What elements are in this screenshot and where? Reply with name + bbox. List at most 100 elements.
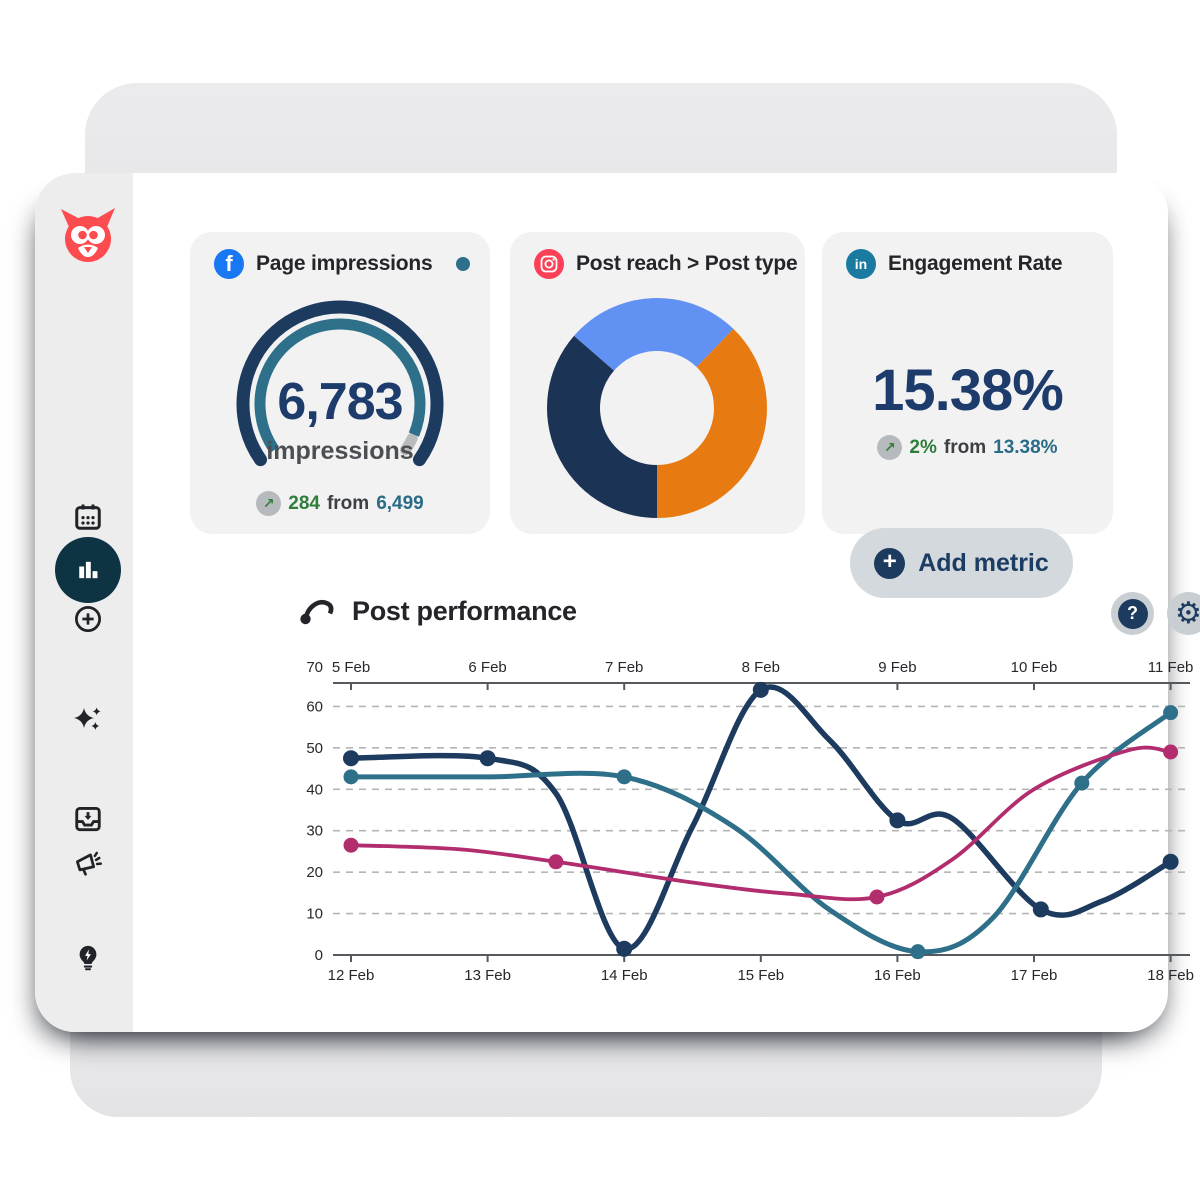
card-title: Page impressions <box>256 252 433 275</box>
series-line-teal <box>350 710 1173 955</box>
svg-text:6 Feb: 6 Feb <box>468 659 506 676</box>
data-point-navy <box>343 750 359 767</box>
sidebar <box>35 173 133 1032</box>
sidebar-item-inbox[interactable] <box>60 791 116 847</box>
series-indicator-dot <box>456 257 470 271</box>
post-performance-header: Post performance <box>298 593 577 629</box>
data-point-teal <box>910 944 926 960</box>
trend-up-icon: ↗ <box>256 491 282 516</box>
hootsuite-logo[interactable] <box>55 203 121 265</box>
gauge-chart <box>236 300 444 467</box>
svg-text:15 Feb: 15 Feb <box>737 967 784 984</box>
section-title: Post performance <box>352 595 577 626</box>
linkedin-icon: in <box>846 249 876 279</box>
sidebar-item-analytics[interactable] <box>55 537 121 603</box>
gauge-progress <box>254 318 426 454</box>
donut-segment-orange <box>657 328 767 518</box>
svg-text:11 Feb: 11 Feb <box>1148 659 1194 676</box>
sidebar-item-ideas[interactable] <box>60 929 116 985</box>
svg-text:0: 0 <box>315 947 323 964</box>
delta-change: 284 <box>288 492 320 514</box>
svg-text:16 Feb: 16 Feb <box>874 967 921 984</box>
data-point-teal <box>1074 775 1090 791</box>
plus-icon: + <box>874 547 906 579</box>
add-metric-label: Add metric <box>918 548 1049 577</box>
svg-text:7 Feb: 7 Feb <box>605 659 643 676</box>
metric-card-post-reach[interactable]: Post reach > Post type <box>510 232 805 534</box>
card-header: f Page impressions <box>214 249 470 279</box>
donut-segment-blue <box>573 298 734 371</box>
instagram-icon <box>534 249 564 279</box>
card-title: Post reach > Post type <box>576 252 798 275</box>
svg-text:50: 50 <box>306 740 323 757</box>
y-axis-labels: 70 60 50 40 30 20 10 0 <box>306 659 323 964</box>
donut-chart <box>547 298 767 518</box>
donut-segment-navy <box>547 335 657 518</box>
sidebar-item-ai[interactable] <box>60 692 116 748</box>
svg-text:9 Feb: 9 Feb <box>878 659 916 676</box>
delta-row: ↗ 284 from 6,499 <box>190 491 490 516</box>
data-point-navy <box>752 681 769 698</box>
sparkles-icon <box>74 707 101 730</box>
sidebar-item-calendar[interactable] <box>60 489 116 545</box>
app-window: f Page impressions 6,783 impressions ↗ 2… <box>35 173 1200 1032</box>
data-point-magenta <box>869 889 885 905</box>
svg-text:10: 10 <box>306 906 323 923</box>
svg-text:8 Feb: 8 Feb <box>742 659 780 676</box>
delta-from-word: from <box>943 436 987 458</box>
delta-from-word: from <box>326 492 370 514</box>
owl-icon <box>61 208 115 262</box>
svg-text:5 Feb: 5 Feb <box>332 659 370 676</box>
gauge-unit-label: impressions <box>266 437 414 465</box>
data-point-magenta <box>1163 744 1179 760</box>
svg-text:70: 70 <box>306 659 323 676</box>
megaphone-icon <box>76 851 103 876</box>
data-point-navy <box>616 940 633 957</box>
post-performance-chart: 70 60 50 40 30 20 10 0 5 Feb 6 Feb 7 Feb 8 Feb 9 Feb… <box>306 659 1194 984</box>
gauge-track <box>236 300 444 467</box>
plus-circle-icon <box>74 605 102 633</box>
delta-row: ↗ 2% from 13.38% <box>822 435 1113 460</box>
delta-change: 2% <box>909 436 937 458</box>
engagement-rate-value: 15.38% <box>872 358 1064 423</box>
svg-text:17 Feb: 17 Feb <box>1011 967 1058 984</box>
svg-text:14 Feb: 14 Feb <box>601 967 648 984</box>
bar-chart-icon <box>79 561 98 579</box>
question-mark-icon: ? <box>1117 598 1148 629</box>
data-point-navy <box>889 812 906 829</box>
data-point-navy <box>479 750 496 767</box>
gear-icon: ⚙ <box>1175 595 1200 631</box>
performance-trend-icon <box>300 600 334 625</box>
help-button[interactable]: ? <box>1111 592 1154 635</box>
trend-up-icon: ↗ <box>877 435 903 460</box>
card-header: in Engagement Rate <box>846 249 1093 279</box>
gauge-value: 6,783 <box>277 373 403 431</box>
lightbulb-bolt-icon <box>79 945 97 971</box>
svg-text:30: 30 <box>306 823 323 840</box>
top-axis-labels: 5 Feb 6 Feb 7 Feb 8 Feb 9 Feb 10 Feb 11 Feb <box>332 659 1194 676</box>
svg-text:13 Feb: 13 Feb <box>464 967 511 984</box>
data-point-teal <box>343 769 359 785</box>
svg-text:10 Feb: 10 Feb <box>1011 659 1058 676</box>
svg-text:12 Feb: 12 Feb <box>328 967 375 984</box>
data-point-magenta <box>548 854 564 870</box>
sidebar-item-compose[interactable] <box>60 591 116 647</box>
calendar-icon <box>75 504 101 530</box>
gauge-remainder <box>400 432 418 456</box>
metric-card-engagement-rate[interactable]: in Engagement Rate 15.38% ↗ 2% from 13.3… <box>822 232 1113 534</box>
dashboard-content: f Page impressions 6,783 impressions ↗ 2… <box>133 173 1200 1032</box>
data-point-navy <box>1032 901 1049 918</box>
svg-text:40: 40 <box>306 781 323 798</box>
sidebar-item-megaphone[interactable] <box>60 835 116 891</box>
bottom-axis-labels: 12 Feb 13 Feb 14 Feb 15 Feb 16 Feb 17 Feb 18 F… <box>328 967 1194 984</box>
card-title: Engagement Rate <box>888 252 1063 275</box>
add-metric-button[interactable]: + Add metric <box>850 528 1073 598</box>
svg-text:60: 60 <box>306 698 323 715</box>
metric-card-page-impressions[interactable]: f Page impressions 6,783 impressions ↗ 2… <box>190 232 490 534</box>
data-point-teal <box>616 769 632 785</box>
delta-previous-value: 13.38% <box>993 436 1058 458</box>
settings-button[interactable]: ⚙ <box>1167 592 1200 635</box>
data-point-teal <box>1163 705 1179 721</box>
card-header: Post reach > Post type <box>534 249 798 279</box>
